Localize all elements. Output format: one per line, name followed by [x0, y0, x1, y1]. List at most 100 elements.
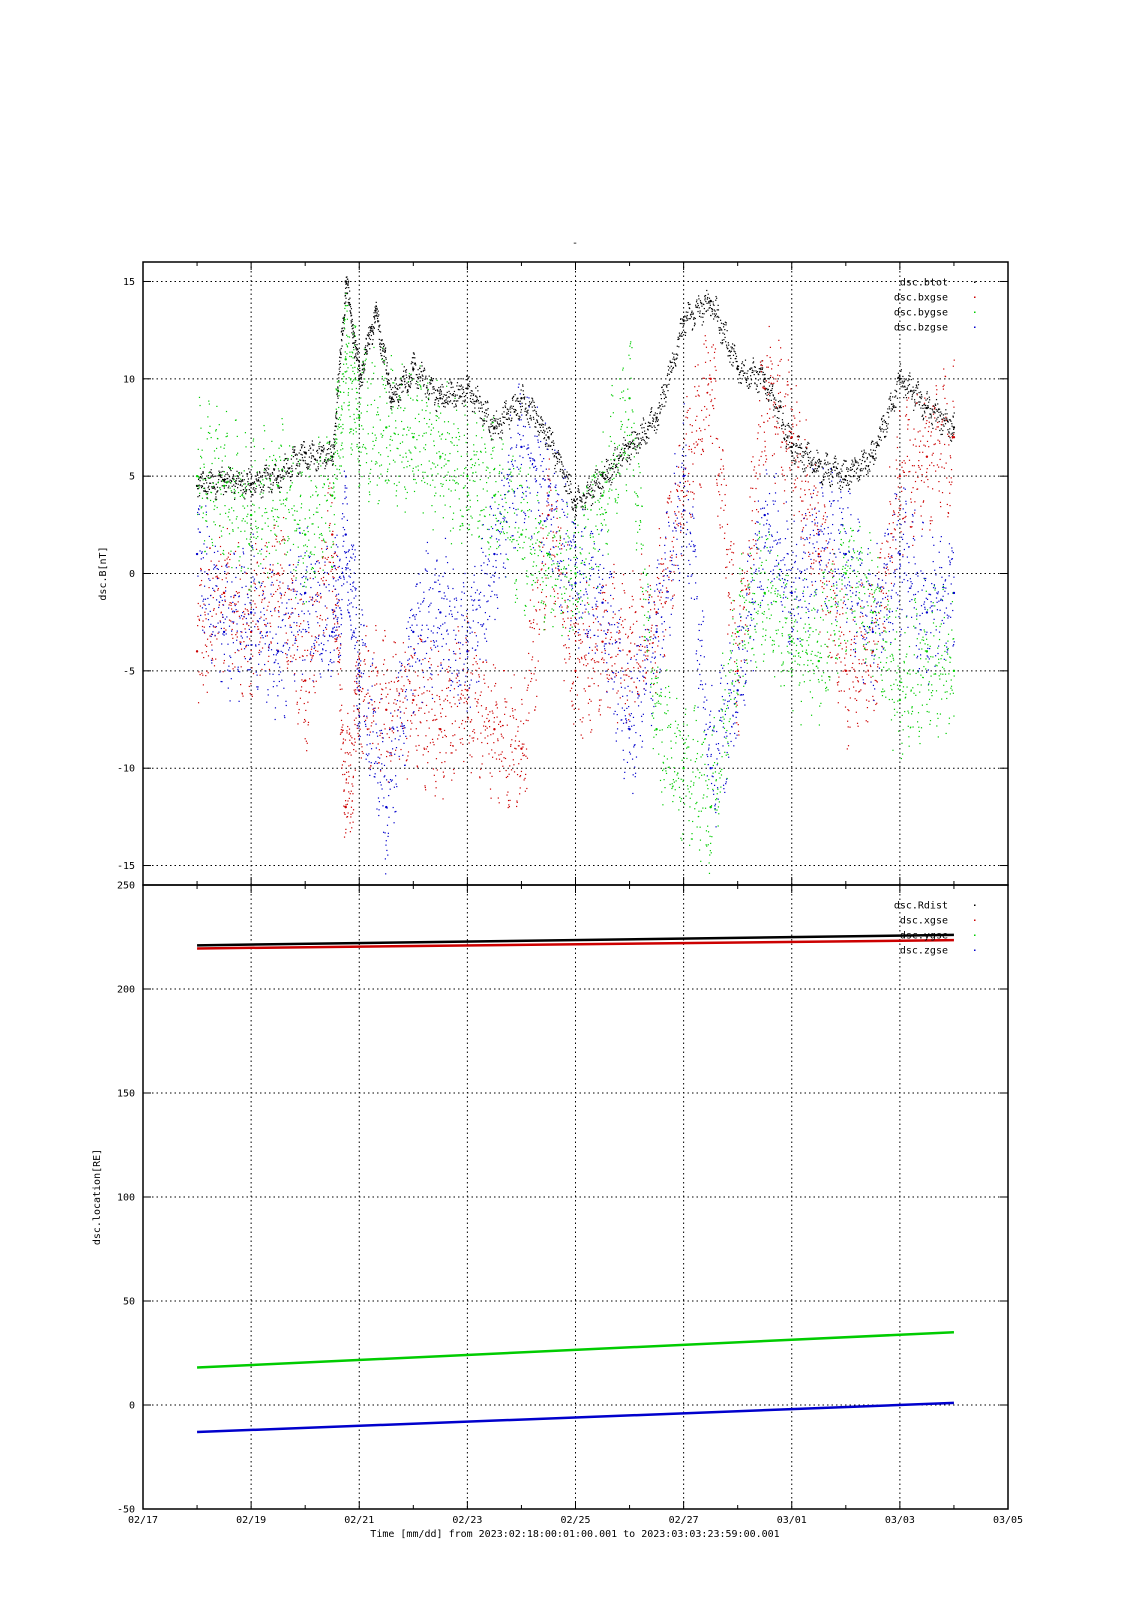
data-point [326, 453, 328, 455]
data-point [520, 409, 523, 411]
data-point [793, 463, 796, 465]
data-point [671, 369, 673, 371]
data-point [781, 441, 783, 443]
data-point [828, 481, 831, 483]
data-point [574, 625, 576, 627]
data-point [396, 387, 398, 390]
data-point [237, 610, 239, 612]
data-point [725, 577, 727, 579]
data-point [240, 472, 243, 474]
data-point [287, 467, 289, 469]
data-point [308, 691, 310, 693]
data-point [623, 674, 625, 676]
data-point [497, 422, 499, 425]
data-point [368, 335, 370, 337]
data-point [496, 716, 498, 718]
data-point [403, 727, 405, 729]
data-point [473, 732, 476, 734]
data-point [227, 552, 230, 554]
data-point [357, 685, 359, 688]
data-point [646, 591, 649, 593]
data-point [486, 742, 489, 745]
data-point [695, 419, 697, 421]
data-point [562, 465, 564, 467]
data-point [407, 389, 409, 391]
data-point [587, 484, 589, 486]
data-point [271, 545, 274, 547]
data-point [931, 422, 933, 425]
data-point [215, 498, 218, 500]
data-point [252, 672, 255, 675]
data-point [367, 343, 369, 345]
data-point [417, 387, 420, 390]
data-point [586, 481, 589, 483]
data-point [373, 316, 376, 318]
data-point [519, 774, 522, 777]
data-point [810, 573, 812, 575]
data-point [879, 427, 881, 430]
data-point [347, 725, 349, 728]
data-point [634, 643, 636, 645]
data-point [353, 357, 356, 359]
data-point [406, 778, 408, 780]
data-point [278, 487, 280, 489]
data-point [450, 383, 453, 385]
data-point [725, 566, 727, 569]
data-point [408, 385, 410, 388]
data-point [807, 551, 810, 553]
data-point [208, 586, 210, 589]
data-point [845, 460, 847, 462]
data-point [636, 445, 638, 447]
data-point [609, 479, 611, 481]
data-point [667, 567, 669, 569]
data-point [556, 452, 558, 454]
data-point [781, 441, 784, 443]
data-point [268, 601, 270, 603]
data-point [747, 584, 749, 586]
data-point [461, 719, 464, 722]
data-point [833, 465, 835, 468]
data-point [276, 535, 278, 537]
data-point [808, 488, 810, 491]
data-point [681, 516, 683, 518]
data-point [374, 684, 376, 686]
data-point [564, 644, 566, 646]
data-point [244, 483, 246, 485]
data-point [510, 769, 513, 771]
data-point [725, 344, 728, 346]
data-point [553, 602, 555, 605]
data-point [480, 691, 482, 693]
data-point [485, 725, 487, 728]
data-point [549, 480, 551, 482]
data-point [400, 725, 402, 727]
data-point [766, 355, 768, 357]
data-point [849, 480, 851, 482]
data-point [799, 453, 801, 455]
data-point [555, 453, 557, 455]
data-point [352, 323, 354, 326]
data-point [223, 627, 225, 630]
data-point [380, 346, 382, 349]
data-point [784, 405, 787, 407]
data-point [700, 453, 702, 456]
data-point [939, 415, 942, 417]
data-point [667, 497, 669, 499]
data-point [221, 579, 223, 581]
data-point [350, 314, 353, 316]
data-point [286, 470, 289, 472]
data-point [443, 729, 446, 732]
data-point [447, 686, 450, 689]
data-point [590, 481, 592, 483]
data-point [500, 753, 502, 755]
data-point [705, 416, 707, 418]
data-point [381, 350, 384, 352]
data-point [666, 386, 668, 388]
data-point [816, 460, 819, 462]
data-point [572, 704, 574, 706]
data-point [416, 380, 418, 382]
data-point [590, 504, 593, 507]
data-point [618, 454, 620, 456]
data-point [291, 474, 293, 476]
data-point [550, 489, 552, 491]
data-point [549, 478, 551, 480]
